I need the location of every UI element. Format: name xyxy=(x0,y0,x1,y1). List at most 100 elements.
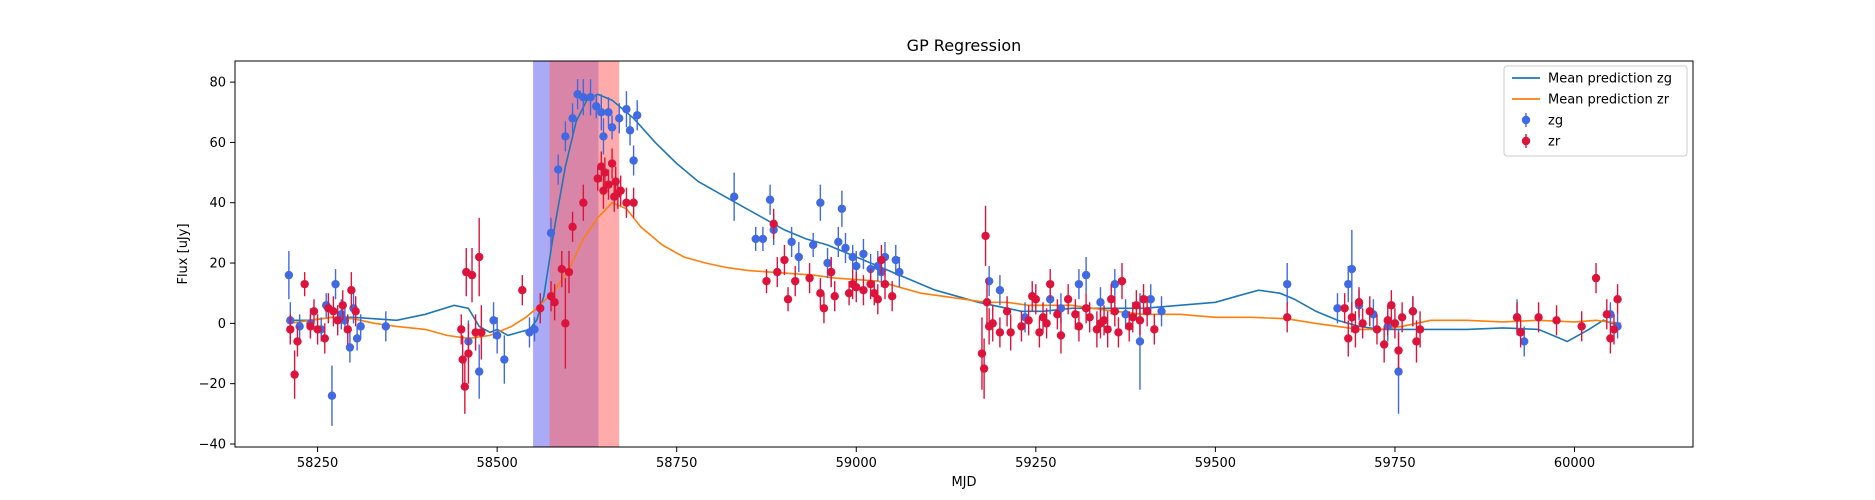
zr-point xyxy=(1534,313,1543,322)
zg-point xyxy=(1081,270,1091,280)
zr-point xyxy=(1099,316,1109,325)
zr-point xyxy=(286,325,295,334)
zr-point xyxy=(1379,340,1389,349)
zr-point xyxy=(780,255,789,265)
zr-point xyxy=(1002,307,1012,316)
zg-point xyxy=(808,240,818,250)
zr-point xyxy=(1358,319,1367,328)
zr-point xyxy=(1024,316,1033,325)
zr-point xyxy=(773,267,782,277)
zr-point xyxy=(1613,295,1622,304)
zr-point xyxy=(880,279,890,289)
zr-point xyxy=(1354,298,1364,307)
zg-point xyxy=(816,198,825,207)
zr-point xyxy=(1071,310,1080,319)
zr-point xyxy=(1577,322,1586,331)
zg-point xyxy=(1056,304,1066,313)
zr-point xyxy=(1053,310,1062,319)
zr-point xyxy=(1415,325,1425,334)
zr-point xyxy=(859,285,868,295)
zr-point xyxy=(629,198,638,207)
x-axis-ticks: 58250 58500 58750 59000 59250 59500 59750 60000 xyxy=(297,447,1595,471)
zr-point xyxy=(783,295,793,304)
x-tick-label: 58250 xyxy=(297,456,338,471)
zr-point xyxy=(338,301,347,310)
zr-point xyxy=(1383,316,1392,325)
zr-point xyxy=(1038,313,1048,322)
zr-point xyxy=(852,282,861,292)
zr-point xyxy=(564,267,574,277)
zr-point xyxy=(1512,313,1522,322)
zr-point xyxy=(1397,313,1407,322)
zr-point xyxy=(1142,307,1152,316)
zr-point xyxy=(981,231,990,241)
series-zr xyxy=(286,148,1622,414)
zg-point xyxy=(489,316,498,325)
legend-label: zr xyxy=(1548,135,1561,150)
zr-point xyxy=(1017,322,1026,331)
zr-point xyxy=(988,319,997,328)
zr-point xyxy=(830,292,839,301)
zg-point xyxy=(474,367,484,376)
zg-point xyxy=(295,322,304,331)
x-tick-label: 58750 xyxy=(656,456,697,471)
zg-point xyxy=(837,204,847,213)
zg-point xyxy=(633,111,642,120)
zr-point xyxy=(1085,313,1094,322)
prediction-line-zr xyxy=(288,201,1622,340)
zr-point xyxy=(1552,316,1561,325)
zg-point xyxy=(1146,295,1155,304)
y-tick-label: −20 xyxy=(199,377,226,392)
plot-area xyxy=(284,61,1622,447)
zr-point xyxy=(320,334,329,343)
zr-point xyxy=(1283,313,1292,322)
zr-point xyxy=(1347,313,1357,322)
zg-point xyxy=(327,391,337,400)
y-axis-ticks: −40 −20 0 20 40 60 80 xyxy=(199,76,235,452)
zr-point xyxy=(616,186,625,195)
zg-point xyxy=(895,267,904,277)
zr-point xyxy=(819,304,829,313)
zr-point xyxy=(474,252,484,262)
x-tick-label: 59000 xyxy=(836,456,877,471)
x-tick-label: 58500 xyxy=(476,456,517,471)
zr-point xyxy=(1602,310,1612,319)
zr-point xyxy=(467,270,477,280)
zg-point xyxy=(381,322,391,331)
legend-label: Mean prediction zg xyxy=(1548,72,1672,87)
zr-point xyxy=(1107,295,1116,304)
zr-point xyxy=(293,337,302,346)
zr-point xyxy=(1387,301,1396,310)
zg-point xyxy=(1333,304,1342,313)
zr-point xyxy=(1150,325,1159,334)
zr-point xyxy=(1412,337,1421,346)
zg-point xyxy=(356,322,365,331)
zr-point xyxy=(306,322,315,331)
zg-point xyxy=(1283,279,1292,289)
zr-point xyxy=(1081,304,1091,313)
zr-point xyxy=(611,177,620,186)
zr-point xyxy=(873,295,883,304)
legend-label: Mean prediction zr xyxy=(1548,93,1670,108)
zr-point xyxy=(1372,325,1382,334)
legend-label: zg xyxy=(1548,114,1563,129)
x-tick-label: 59750 xyxy=(1374,456,1415,471)
zr-point xyxy=(1074,322,1084,331)
zr-point xyxy=(607,159,617,168)
zg-point xyxy=(607,123,617,132)
zr-point xyxy=(1135,316,1145,325)
zg-point xyxy=(848,252,857,262)
zr-point xyxy=(622,198,631,207)
zg-point xyxy=(1074,279,1084,289)
zr-point xyxy=(1340,304,1349,313)
zr-point xyxy=(1117,276,1127,286)
zr-point xyxy=(329,307,338,316)
zr-point xyxy=(979,364,989,373)
zr-point xyxy=(557,264,566,274)
zr-point xyxy=(1609,325,1619,334)
zr-point xyxy=(546,292,556,301)
zg-point xyxy=(284,270,294,280)
zr-point xyxy=(1045,279,1055,289)
zr-point xyxy=(290,370,299,379)
zg-point xyxy=(758,234,768,244)
